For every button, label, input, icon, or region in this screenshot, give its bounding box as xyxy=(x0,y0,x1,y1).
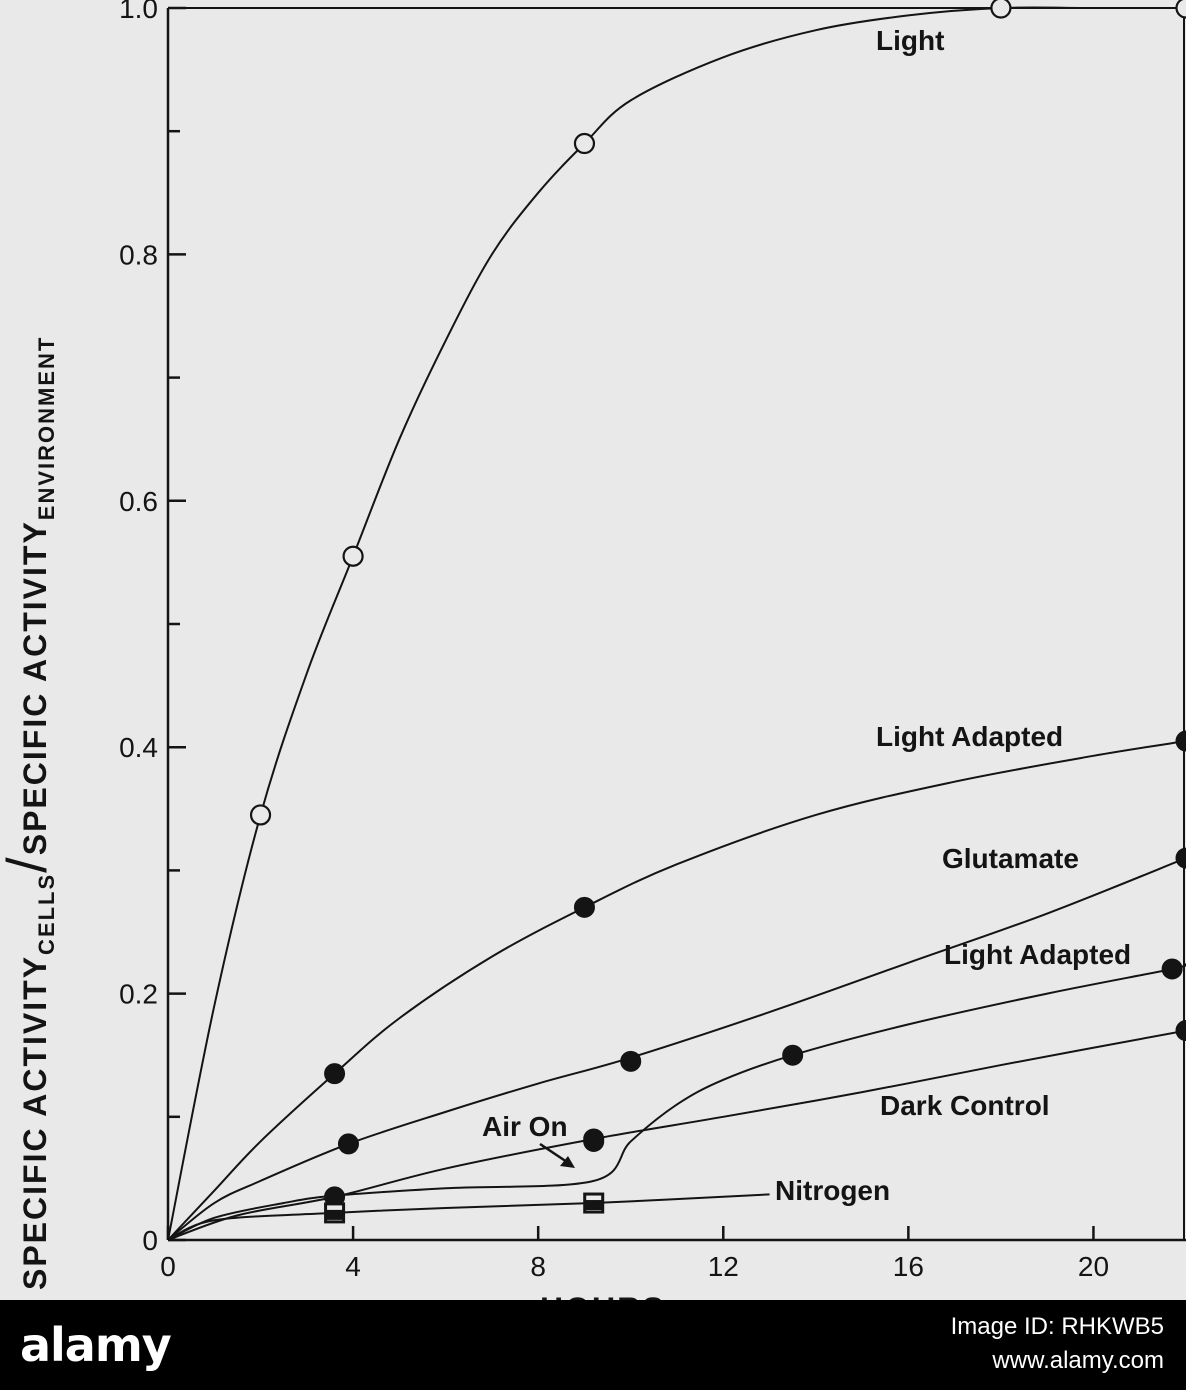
series-curves xyxy=(167,6,1186,1241)
x-axis-title: HOURS xyxy=(540,1291,666,1300)
data-point-fill xyxy=(325,1209,344,1220)
chart: 0 4 8 12 16 20 0 0.2 0.4 0.6 0.8 1.0 Light Light Ad… xyxy=(0,0,1186,1300)
data-point xyxy=(1175,1020,1186,1042)
y-tick-label: 1.0 xyxy=(119,0,158,24)
y-axis-title: SPECIFIC ACTIVITYCELLS/SPECIFIC ACTIVITY… xyxy=(0,336,59,1290)
x-tick-label: 12 xyxy=(708,1251,739,1282)
data-point xyxy=(583,1128,605,1150)
footer-bar: alamy Image ID: RHKWB5 www.alamy.com xyxy=(0,1300,1186,1390)
series-markers xyxy=(249,0,1186,1224)
data-point xyxy=(573,896,595,918)
series-line-4 xyxy=(167,1029,1186,1241)
data-point xyxy=(1161,958,1183,980)
annotation-arrowhead xyxy=(560,1156,575,1168)
series-line-3 xyxy=(167,963,1186,1241)
y-axis-title-sub2: ENVIRONMENT xyxy=(34,336,59,521)
data-point xyxy=(573,132,596,155)
x-tick-label: 20 xyxy=(1078,1251,1109,1282)
data-point xyxy=(342,545,364,567)
series-line-1 xyxy=(167,740,1186,1241)
data-point xyxy=(1175,847,1186,869)
site-url: www.alamy.com xyxy=(992,1347,1164,1374)
label-dark-control: Dark Control xyxy=(880,1090,1050,1121)
x-tick-label: 0 xyxy=(160,1251,176,1282)
y-tick-label: 0.6 xyxy=(119,486,158,517)
annotation-air-on: Air On xyxy=(482,1111,568,1142)
series-line-2 xyxy=(167,857,1186,1241)
x-tick-label: 16 xyxy=(893,1251,924,1282)
label-light-adapted-upper: Light Adapted xyxy=(876,721,1063,752)
data-point xyxy=(620,1050,642,1072)
y-axis-title-separator: / xyxy=(0,855,58,873)
data-point xyxy=(337,1133,359,1155)
label-light: Light xyxy=(876,25,944,56)
brand-logo: alamy xyxy=(20,1318,172,1372)
data-point xyxy=(990,0,1012,19)
series-line-5 xyxy=(167,1193,770,1241)
y-axis-title-prefix: SPECIFIC ACTIVITY xyxy=(17,955,53,1290)
data-point xyxy=(324,1063,346,1085)
y-tick-label: 0.4 xyxy=(119,732,158,763)
data-point xyxy=(1175,730,1186,752)
y-tick-label: 0.2 xyxy=(119,979,158,1010)
y-tick-label: 0.8 xyxy=(119,239,158,270)
y-axis-title-middle: SPECIFIC ACTIVITY xyxy=(17,520,53,855)
label-light-adapted-lower: Light Adapted xyxy=(944,939,1131,970)
series-line-0 xyxy=(167,6,1186,1241)
y-axis-title-sub1: CELLS xyxy=(34,873,59,955)
x-tick-label: 4 xyxy=(345,1251,361,1282)
footer-meta: Image ID: RHKWB5 www.alamy.com xyxy=(951,1310,1164,1378)
data-point xyxy=(249,804,272,826)
data-point xyxy=(782,1044,804,1066)
label-glutamate: Glutamate xyxy=(942,843,1079,874)
label-nitrogen: Nitrogen xyxy=(775,1175,890,1206)
tick-group: 0 4 8 12 16 20 0 0.2 0.4 0.6 0.8 1.0 xyxy=(119,0,1109,1282)
data-point xyxy=(1175,0,1186,19)
y-tick-label: 0 xyxy=(142,1225,158,1256)
x-tick-label: 8 xyxy=(530,1251,546,1282)
svg-text:SPECIFIC ACTIVITYCELLS/SPECIFI: SPECIFIC ACTIVITYCELLS/SPECIFIC ACTIVITY… xyxy=(0,336,59,1290)
data-point-fill xyxy=(584,1200,603,1211)
image-id: Image ID: RHKWB5 xyxy=(950,1313,1164,1340)
